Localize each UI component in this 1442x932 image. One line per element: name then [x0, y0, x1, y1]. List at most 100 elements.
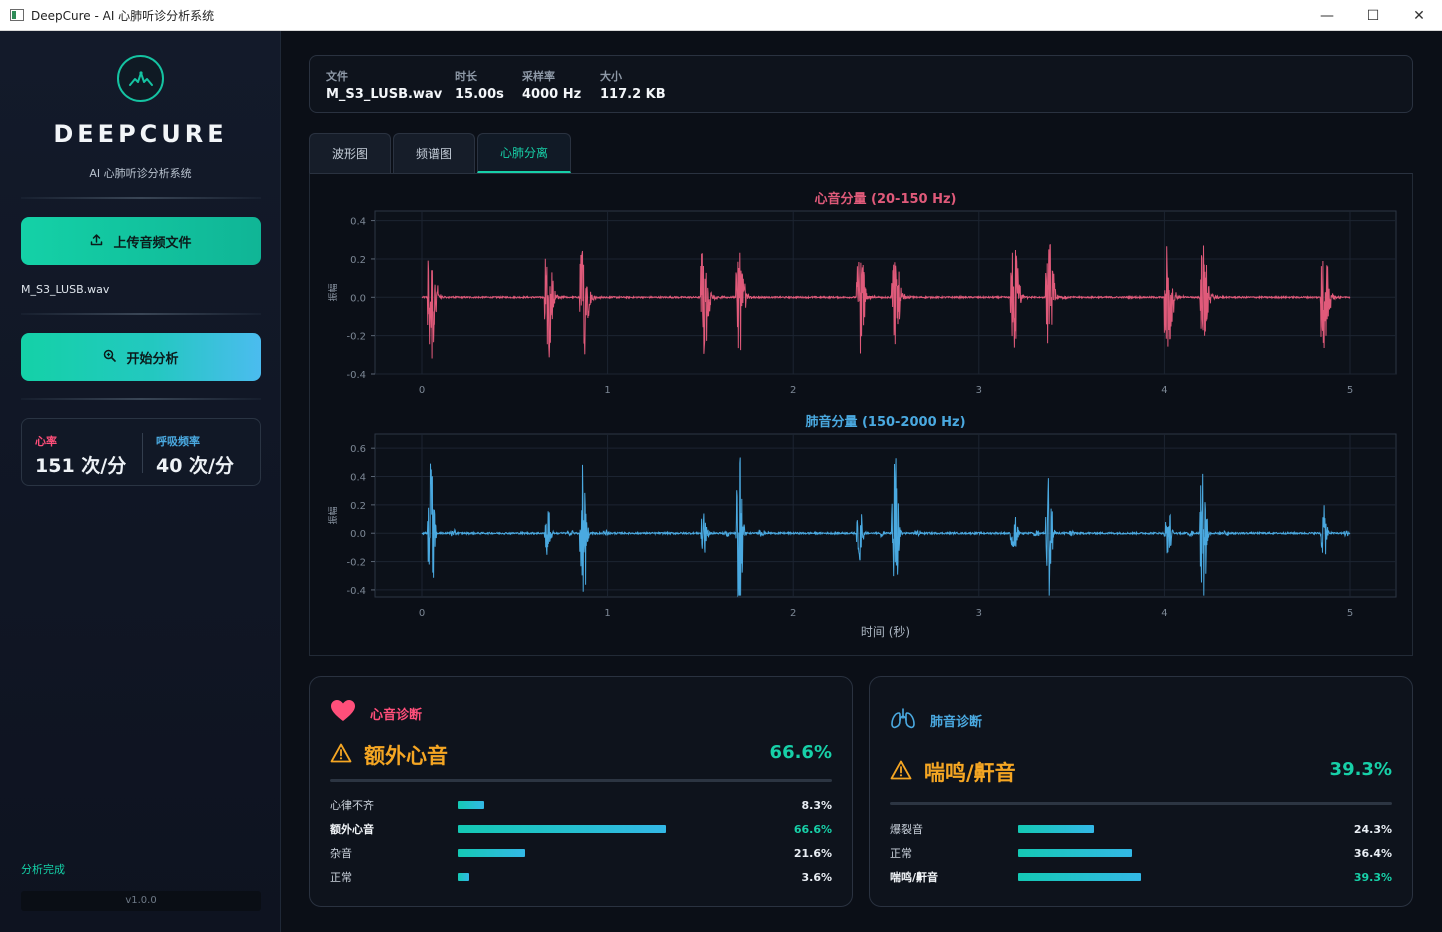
- signal-line: [421, 244, 1351, 359]
- heart-diag-result: 额外心音: [330, 740, 448, 770]
- probability-bar: [458, 849, 525, 857]
- tab-waveform[interactable]: 波形图: [309, 133, 391, 173]
- y-tick-label: 0.4: [350, 217, 366, 228]
- info-file-value: M_S3_LUSB.wav: [326, 87, 443, 102]
- y-tick-label: 0.4: [350, 473, 366, 484]
- info-sr-value: 4000 Hz: [522, 87, 582, 102]
- lung-diag-title: 肺音诊断: [930, 714, 983, 730]
- y-tick-label: -0.4: [346, 370, 366, 381]
- heart-diag-confidence: 66.6%: [769, 742, 832, 763]
- resp-rate-value: 40 次/分: [156, 455, 234, 477]
- tab-spectrogram[interactable]: 频谱图: [393, 133, 475, 173]
- lung-diag-confidence: 39.3%: [1329, 759, 1392, 780]
- rate-divider: [142, 433, 143, 473]
- close-button[interactable]: ✕: [1413, 7, 1425, 24]
- x-tick-label: 3: [976, 608, 982, 619]
- probability-label: 喘鸣/鼾音: [890, 871, 939, 884]
- probability-bar: [1018, 825, 1094, 833]
- info-file: 文件 M_S3_LUSB.wav: [326, 68, 442, 102]
- probability-row: 额外心音 66.6%: [330, 820, 832, 838]
- x-tick-label: 5: [1347, 385, 1353, 396]
- warning-icon: [890, 760, 912, 784]
- x-tick-label: 1: [604, 385, 610, 396]
- probability-value: 24.3%: [1353, 822, 1392, 836]
- probability-label: 杂音: [330, 847, 352, 860]
- lung-diagnosis-card: 肺音诊断 喘鸣/鼾音 39.3% 爆裂音 24.3% 正常 36.4% 喘鸣/鼾音 39.…: [869, 676, 1413, 907]
- probability-row: 心律不齐 8.3%: [330, 796, 832, 814]
- lung-diag-header: 肺音诊断: [890, 707, 982, 733]
- probability-bar: [458, 873, 469, 881]
- info-size-value: 117.2 KB: [600, 87, 666, 102]
- chart-title: 肺音分量 (150-2000 Hz): [805, 414, 965, 430]
- minimize-button[interactable]: —: [1320, 7, 1334, 24]
- y-tick-label: 0.6: [350, 444, 366, 455]
- heart-rate-label: 心率: [35, 435, 57, 448]
- analyze-button-label: 开始分析: [126, 351, 179, 367]
- probability-label: 正常: [330, 871, 352, 884]
- heart-rate-value: 151 次/分: [35, 455, 127, 477]
- probability-row: 正常 3.6%: [330, 868, 832, 886]
- probability-value: 39.3%: [1353, 870, 1392, 884]
- divider: [21, 313, 261, 315]
- analyze-button[interactable]: 开始分析: [21, 333, 261, 381]
- app-icon: [10, 9, 24, 21]
- divider: [330, 779, 832, 782]
- y-tick-label: 0.0: [350, 293, 366, 304]
- pulse-icon: [128, 70, 153, 86]
- y-tick-label: -0.2: [346, 558, 366, 569]
- info-duration: 时长 15.00s: [455, 68, 504, 102]
- maximize-button[interactable]: ☐: [1366, 7, 1380, 24]
- divider: [21, 197, 261, 199]
- probability-label: 正常: [890, 847, 912, 860]
- warning-icon: [330, 743, 352, 767]
- probability-bar: [458, 801, 484, 809]
- probability-label: 爆裂音: [890, 823, 923, 836]
- probability-value: 21.6%: [793, 846, 832, 860]
- status-text: 分析完成: [21, 863, 65, 876]
- lung-diag-result-name: 喘鸣/鼾音: [924, 761, 1016, 785]
- file-info-card: 文件 M_S3_LUSB.wav 时长 15.00s 采样率 4000 Hz 大…: [309, 55, 1413, 113]
- x-tick-label: 3: [976, 385, 982, 396]
- search-icon: [103, 349, 117, 366]
- vital-rates: 心率 151 次/分 呼吸频率 40 次/分: [21, 418, 261, 486]
- resp-rate-label: 呼吸频率: [156, 435, 200, 448]
- probability-row: 正常 36.4%: [890, 844, 1392, 862]
- separation-charts: 心音分量 (20-150 Hz) 0 1 2 3 4 5 0.4 0.2 0.0 -0.2 -0.4 振…: [327, 191, 1397, 639]
- info-size: 大小 117.2 KB: [600, 68, 666, 102]
- sidebar: DEEPCURE AI 心肺听诊分析系统 上传音频文件 M_S3_LUSB.wa…: [0, 31, 281, 932]
- plot-area: [374, 433, 1397, 598]
- heart-icon: [330, 699, 356, 727]
- upload-button[interactable]: 上传音频文件: [21, 217, 261, 265]
- y-tick-label: 0.0: [350, 529, 366, 540]
- heart-diag-result-name: 额外心音: [364, 744, 448, 768]
- x-tick-label: 4: [1161, 608, 1167, 619]
- x-tick-label: 0: [419, 608, 425, 619]
- probability-bar: [458, 825, 666, 833]
- info-sample-rate: 采样率 4000 Hz: [522, 68, 581, 102]
- lungs-icon: [890, 707, 916, 733]
- upload-button-label: 上传音频文件: [113, 235, 192, 251]
- title-bar: DeepCure - AI 心肺听诊分析系统 — ☐ ✕: [0, 0, 1442, 31]
- resp-rate: 呼吸频率 40 次/分: [156, 433, 234, 478]
- x-tick-label: 4: [1161, 385, 1167, 396]
- tab-separation[interactable]: 心肺分离: [477, 133, 571, 173]
- logo: [117, 55, 164, 102]
- probability-value: 8.3%: [801, 798, 832, 812]
- probability-value: 66.6%: [793, 822, 832, 836]
- probability-row: 爆裂音 24.3%: [890, 820, 1392, 838]
- chart-title: 心音分量 (20-150 Hz): [814, 191, 956, 207]
- x-tick-label: 1: [604, 608, 610, 619]
- lung-diag-result: 喘鸣/鼾音: [890, 757, 1016, 787]
- probability-row: 杂音 21.6%: [330, 844, 832, 862]
- window-title: DeepCure - AI 心肺听诊分析系统: [31, 8, 215, 23]
- y-tick-label: -0.4: [346, 586, 366, 597]
- divider: [890, 802, 1392, 805]
- info-size-label: 大小: [600, 70, 622, 83]
- heart-diag-header: 心音诊断: [330, 699, 422, 727]
- x-axis-label: 时间 (秒): [861, 625, 910, 639]
- y-tick-label: 0.2: [350, 501, 366, 512]
- selected-file-name: M_S3_LUSB.wav: [21, 283, 110, 296]
- y-axis-label: 振幅: [327, 283, 339, 301]
- heart-rate: 心率 151 次/分: [35, 433, 126, 478]
- window-controls: — ☐ ✕: [1304, 0, 1442, 31]
